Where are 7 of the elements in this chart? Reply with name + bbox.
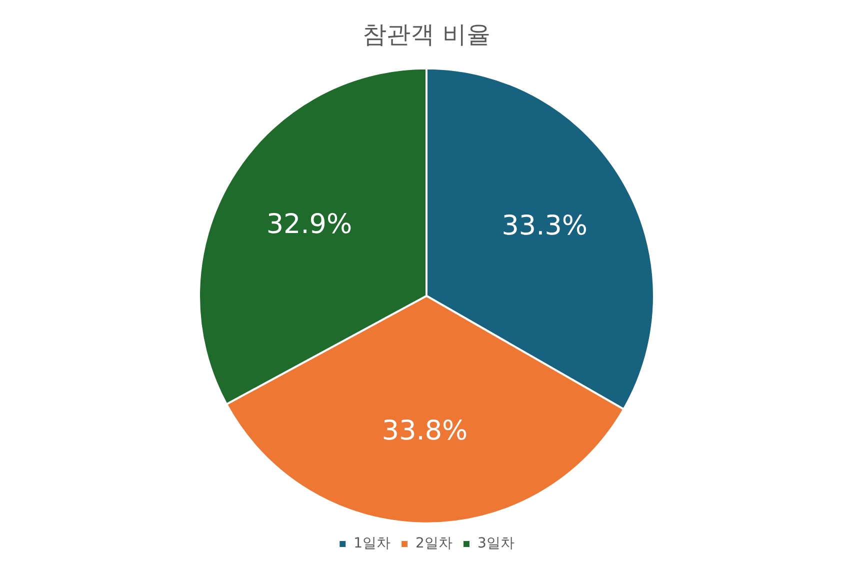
legend-label: 3일차: [477, 536, 514, 552]
legend-label: 1일차: [354, 536, 391, 552]
legend-label: 2일차: [416, 536, 452, 552]
chart-title: 참관객 비율: [362, 20, 490, 49]
data-label: 32.9%: [266, 209, 352, 240]
data-label: 33.3%: [502, 210, 588, 242]
data-label: 33.8%: [382, 415, 468, 446]
